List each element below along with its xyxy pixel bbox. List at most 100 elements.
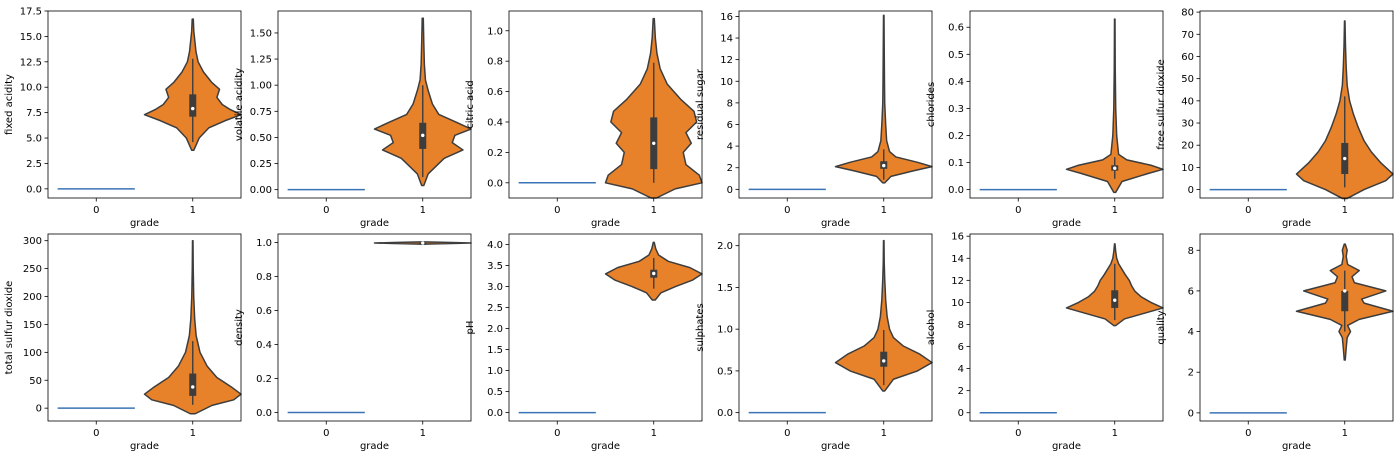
y-tick-label: 4.0 [487, 240, 503, 251]
y-tick-label: 0.5 [948, 50, 964, 61]
x-tick-label: 1 [1112, 428, 1118, 439]
plot-area [739, 234, 932, 421]
x-axis-label: grade [821, 218, 850, 229]
y-tick-label: 0 [36, 404, 42, 415]
y-axis-label: citric acid [465, 80, 476, 129]
y-tick-label: 0.2 [948, 131, 964, 142]
x-tick-label: 0 [784, 428, 790, 439]
y-tick-label: 0.4 [948, 77, 964, 88]
y-tick-label: 0.0 [26, 184, 42, 195]
x-tick-label: 0 [1015, 205, 1021, 216]
y-tick-label: 2.5 [26, 159, 42, 170]
y-tick-label: 1.0 [487, 26, 503, 37]
y-tick-label: 0.3 [948, 104, 964, 115]
y-tick-label: 12.5 [20, 57, 42, 68]
y-axis-label: alcohol [926, 310, 937, 346]
axes-frame [969, 10, 1164, 199]
subplot-fixed-acidity: 0.0 2.5 5.0 7.5 10.0 12.5 15.0 17.5 0 1 grade fixed… [4, 7, 242, 229]
y-tick-label: 20 [1181, 141, 1194, 152]
y-tick-label: 0.0 [717, 408, 733, 419]
y-tick-label: 10 [951, 298, 964, 309]
x-tick-label: 1 [881, 428, 887, 439]
y-tick-label: 30 [1181, 119, 1194, 130]
y-axis-label: total sulfur dioxide [4, 281, 15, 375]
y-tick-label: 150 [23, 320, 42, 331]
x-axis-label: grade [591, 441, 620, 452]
x-axis-label: grade [130, 218, 159, 229]
y-tick-label: 0.6 [256, 306, 272, 317]
x-tick-label: 0 [1015, 428, 1021, 439]
plot-area [1200, 234, 1393, 421]
subplot-pH: 0.0 0.5 1.0 1.5 2.0 2.5 3.0 3.5 4.0 0 1 grade pH [465, 233, 703, 452]
y-tick-label: 16 [951, 232, 964, 243]
subplot-total-sulfur-dioxide: 0 50 100 150 200 250 300 0 1 grade total sulfur di… [4, 233, 242, 452]
violin-iqr-box [189, 94, 197, 117]
x-tick-label: 1 [651, 428, 657, 439]
y-tick-label: 0.25 [250, 159, 272, 170]
y-tick-label: 6 [958, 342, 964, 353]
x-tick-label: 1 [190, 428, 196, 439]
y-axis-label: quality [1156, 310, 1167, 344]
y-tick-label: 4 [958, 364, 964, 375]
y-tick-label: 60 [1181, 52, 1194, 63]
y-tick-label: 1.0 [256, 238, 272, 249]
y-tick-label: 1.00 [250, 81, 272, 92]
violin-body [834, 239, 933, 392]
y-tick-label: 0.0 [487, 178, 503, 189]
y-tick-label: 0.50 [250, 133, 272, 144]
axes-frame [1199, 233, 1394, 422]
y-tick-label: 2 [727, 163, 733, 174]
axes-frame [738, 233, 933, 422]
x-axis-label: grade [1282, 218, 1311, 229]
y-tick-label: 1.5 [717, 283, 733, 294]
y-tick-label: 0.6 [487, 87, 503, 98]
y-tick-label: 40 [1181, 96, 1194, 107]
plot-area [278, 234, 471, 421]
y-tick-label: 4 [727, 142, 733, 153]
x-tick-label: 1 [420, 428, 426, 439]
subplot-density: 0.0 0.2 0.4 0.6 0.8 1.0 0 1 grade density [234, 233, 472, 452]
y-tick-label: 16 [720, 12, 733, 23]
y-tick-label: 6 [1188, 286, 1194, 297]
x-tick-label: 0 [323, 205, 329, 216]
violin-iqr-box [1341, 290, 1349, 312]
violin-median-dot [882, 163, 886, 168]
violin-median-dot [1343, 289, 1347, 293]
y-tick-label: 12 [720, 55, 733, 66]
y-axis-label: chlorides [926, 82, 937, 127]
x-tick-label: 1 [1342, 428, 1348, 439]
y-tick-label: 1.25 [250, 55, 272, 66]
violin-median-dot [1113, 298, 1117, 302]
y-tick-label: 300 [23, 236, 42, 247]
y-tick-label: 100 [23, 348, 42, 359]
y-tick-label: 6 [727, 120, 733, 131]
y-tick-label: 0.5 [487, 387, 503, 398]
y-tick-label: 0 [1188, 185, 1194, 196]
y-tick-label: 1.0 [717, 325, 733, 336]
x-tick-label: 0 [1245, 205, 1251, 216]
y-tick-label: 0.8 [487, 57, 503, 68]
y-tick-label: 2.0 [487, 324, 503, 335]
x-tick-label: 1 [1342, 205, 1348, 216]
x-tick-label: 1 [420, 205, 426, 216]
subplot-free-sulfur-dioxide: 0 10 20 30 40 50 60 70 80 0 1 grade free sulfur diox… [1156, 8, 1394, 229]
axes-frame [277, 233, 472, 422]
y-tick-label: 1.0 [487, 366, 503, 377]
y-tick-label: 12 [951, 276, 964, 287]
plot-area [278, 11, 471, 198]
y-tick-label: 0.1 [948, 158, 964, 169]
y-tick-label: 0 [958, 408, 964, 419]
violin-iqr-box [189, 373, 197, 396]
x-tick-label: 1 [651, 205, 657, 216]
y-tick-label: 3.0 [487, 282, 503, 293]
axes-frame [738, 10, 933, 199]
y-tick-label: 0.8 [256, 272, 272, 283]
axes-frame [277, 10, 472, 199]
subplot-quality: 0 2 4 6 8 0 1 grade quality [1156, 233, 1394, 452]
y-tick-label: 0.4 [487, 117, 503, 128]
violin-median-dot [421, 133, 425, 138]
subplot-citric-acid: 0.0 0.2 0.4 0.6 0.8 1.0 0 1 grade citric acid [465, 10, 703, 229]
y-tick-label: 50 [1181, 74, 1194, 85]
y-tick-label: 1.50 [250, 28, 272, 39]
